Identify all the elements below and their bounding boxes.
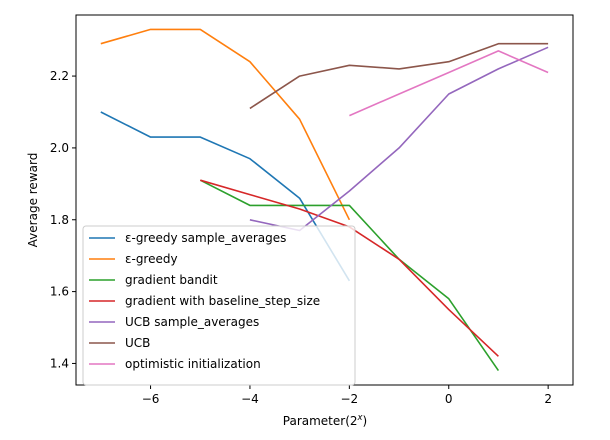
legend: ε-greedy sample_averages ε-greedy gradient… (82, 225, 356, 386)
y-tick-label: 1.8 (50, 213, 69, 227)
series-line-ucb (249, 42, 549, 110)
x-axis-label-superscript: x (357, 413, 364, 423)
legend-box (82, 225, 356, 386)
legend-label: gradient with baseline_step_size (125, 294, 320, 308)
legend-label: UCB sample_averages (125, 315, 259, 329)
y-axis-ticks: 1.4 1.6 1.8 2.0 2.2 (50, 69, 76, 370)
y-tick-label: 2.0 (50, 141, 69, 155)
x-axis-ticks: −6 −4 −2 0 2 (142, 385, 552, 406)
x-tick-label: −2 (340, 392, 358, 406)
y-tick-label: 1.4 (50, 356, 69, 370)
legend-label: gradient bandit (125, 273, 218, 287)
series-line-optimistic-initialization (349, 50, 549, 117)
legend-label: optimistic initialization (125, 357, 261, 371)
y-axis-label: Average reward (26, 153, 40, 248)
x-tick-label: 0 (445, 392, 453, 406)
x-tick-label: 2 (544, 392, 552, 406)
y-tick-label: 2.2 (50, 69, 69, 83)
x-axis-label-close: ) (363, 414, 368, 428)
series-line-greedy (100, 28, 351, 221)
x-axis-label: Parameter(2x) (283, 413, 367, 428)
y-tick-label: 1.6 (50, 285, 69, 299)
legend-label: ε-greedy sample_averages (125, 231, 286, 245)
legend-label: UCB (125, 336, 150, 350)
x-tick-label: −4 (241, 392, 259, 406)
x-axis-label-main: Parameter(2 (283, 414, 358, 428)
legend-label: ε-greedy (125, 252, 178, 266)
series-line-gradient-bandit (199, 179, 500, 372)
x-tick-label: −6 (142, 392, 160, 406)
